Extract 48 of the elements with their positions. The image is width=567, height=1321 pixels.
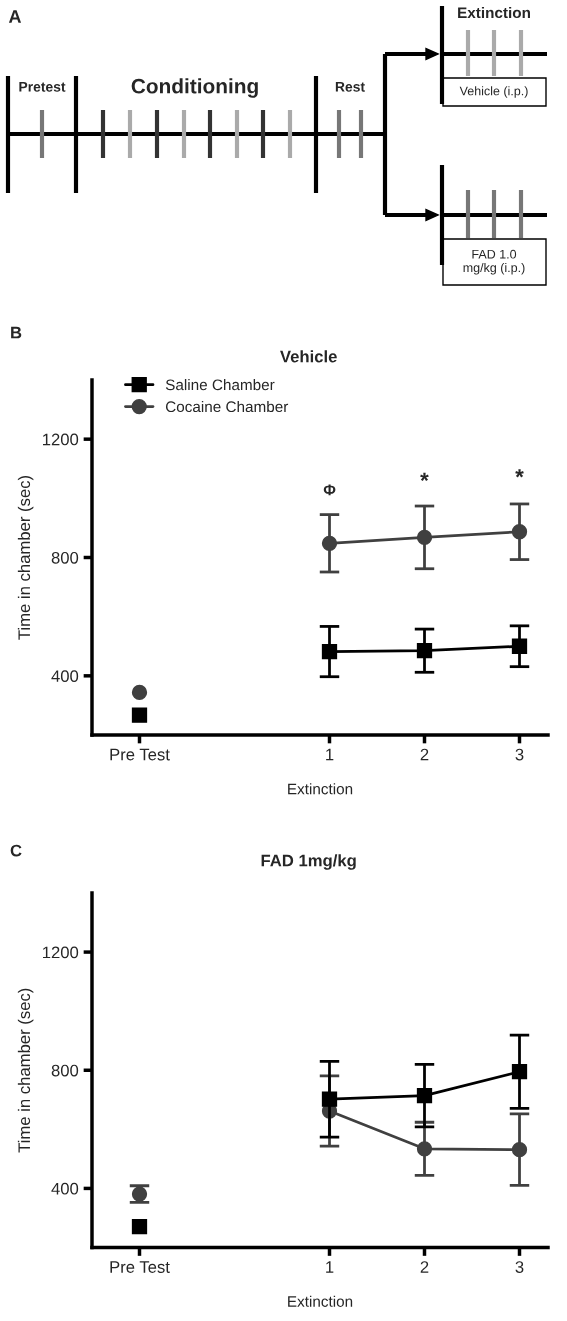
y-tick-label: 1200 <box>43 433 79 446</box>
legend-label: Cocaine Chamber <box>165 400 289 413</box>
annotation: Φ <box>323 484 336 496</box>
point <box>416 529 433 546</box>
x-tick-label: 3 <box>515 748 524 761</box>
y-tick-label: 400 <box>51 1182 79 1195</box>
point <box>321 1091 338 1107</box>
text: C <box>10 844 22 857</box>
annotation: * <box>420 472 429 481</box>
y-tick-label: 800 <box>51 1064 79 1077</box>
x-axis-title: Extinction <box>288 783 353 795</box>
text: Vehicle (i.p.) <box>459 86 528 98</box>
y-tick-label: 400 <box>51 670 79 683</box>
y-tick-label: 1200 <box>43 946 79 959</box>
x-tick-label: 2 <box>420 1261 429 1273</box>
point <box>416 1141 433 1157</box>
chart-title: Vehicle <box>280 350 337 363</box>
y-axis-title: Time in chamber (sec) <box>17 988 34 1153</box>
text: Rest <box>335 82 365 92</box>
text: Pretest <box>19 82 66 92</box>
x-tick-label: 1 <box>326 748 334 761</box>
text: A <box>8 10 22 23</box>
x-axis-title: Extinction <box>288 1295 353 1307</box>
point <box>511 524 528 540</box>
point <box>416 1088 433 1104</box>
text: Extinction <box>458 6 530 19</box>
text: FAD 1.0 mg/kg (i.p.) <box>463 249 525 275</box>
point <box>321 535 338 551</box>
point <box>131 707 148 723</box>
chart-title: FAD 1mg/kg <box>261 854 356 870</box>
annotation: * <box>515 469 524 478</box>
x-tick-label: Pre Test <box>110 748 170 761</box>
x-tick-label: 2 <box>420 748 429 761</box>
point <box>511 1064 528 1080</box>
point <box>511 1142 528 1158</box>
x-tick-label: Pre Test <box>110 1261 170 1273</box>
x-tick-label: 3 <box>515 1261 524 1273</box>
point <box>131 684 148 701</box>
point <box>416 643 433 659</box>
point <box>321 643 338 660</box>
x-tick-label: 1 <box>326 1261 334 1273</box>
point <box>131 1218 148 1235</box>
y-tick-label: 800 <box>51 551 79 564</box>
y-axis-title: Time in chamber (sec) <box>17 475 34 640</box>
point <box>511 638 528 654</box>
text: B <box>11 326 22 339</box>
text: Conditioning <box>131 78 258 98</box>
legend-label: Saline Chamber <box>165 379 275 391</box>
